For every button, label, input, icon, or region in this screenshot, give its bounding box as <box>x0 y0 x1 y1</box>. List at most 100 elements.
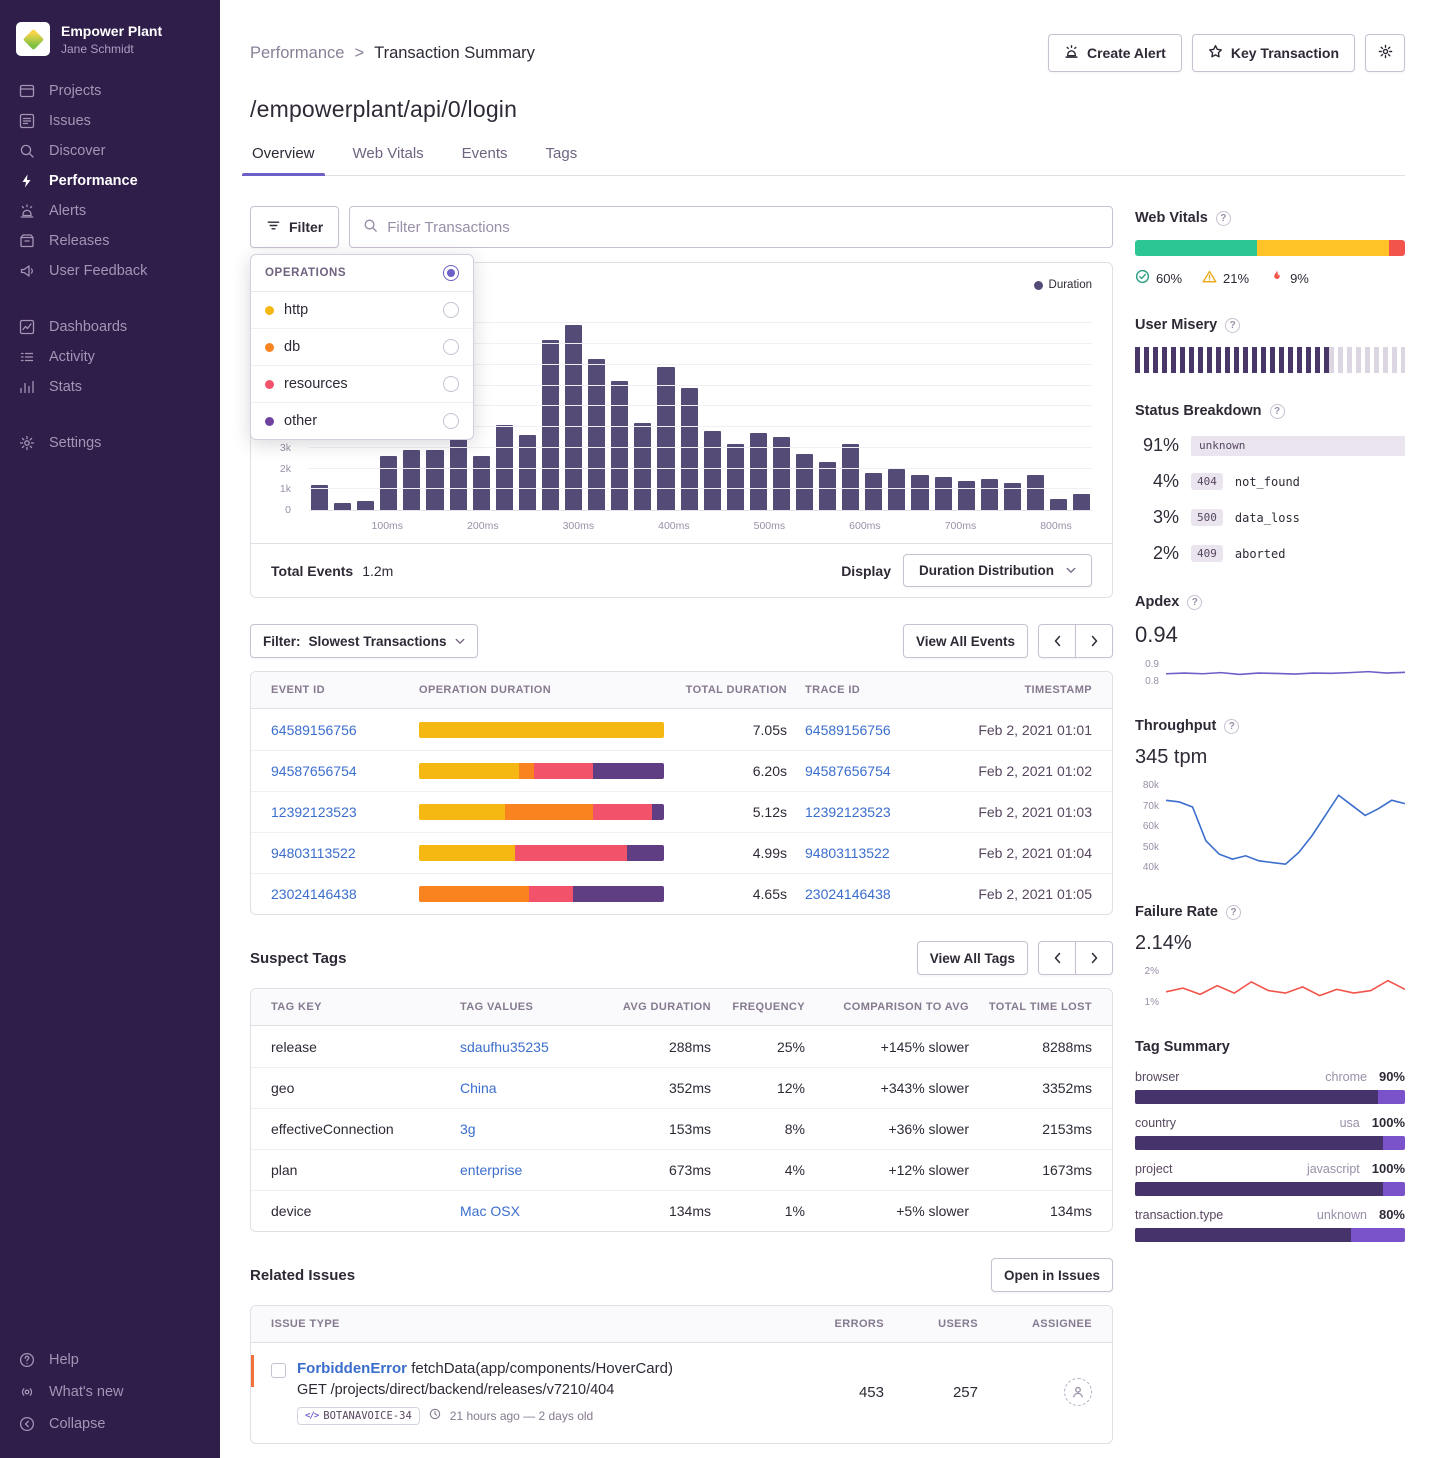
status-breakdown-help-icon[interactable]: ? <box>1270 404 1285 419</box>
chevron-left-icon <box>1053 952 1062 964</box>
total-duration: 5.12s <box>682 804 787 820</box>
issue-error-type-link[interactable]: ForbiddenError <box>297 1360 407 1377</box>
status-breakdown-section: Status Breakdown ? 91% unknown 4% 404 no… <box>1135 403 1405 564</box>
sidebar-item-activity[interactable]: Activity <box>0 342 220 372</box>
event-id-link[interactable]: 94803113522 <box>271 845 401 861</box>
sidebar-item-collapse[interactable]: Collapse <box>0 1408 220 1440</box>
tag-value-link[interactable]: China <box>460 1080 605 1096</box>
org-switcher[interactable]: Empower Plant Jane Schmidt <box>0 14 220 76</box>
collapse-chevron-icon <box>18 1416 36 1432</box>
tag-value-link[interactable]: Mac OSX <box>460 1203 605 1219</box>
failure-rate-help-icon[interactable]: ? <box>1226 905 1241 920</box>
events-filter-select[interactable]: Filter: Slowest Transactions <box>250 624 478 658</box>
operation-duration-bar <box>419 804 664 820</box>
apdex-sparkline <box>1166 658 1405 688</box>
status-unknown-bar: unknown <box>1191 436 1405 456</box>
sidebar-item-issues[interactable]: Issues <box>0 106 220 136</box>
resources-radio[interactable] <box>443 376 459 392</box>
operation-option-other[interactable]: other <box>251 403 473 439</box>
vitals-good-pct: 60% <box>1156 271 1182 286</box>
sidebar-item-alerts[interactable]: Alerts <box>0 196 220 226</box>
main-content: Performance > Transaction Summary Create… <box>220 0 1440 1458</box>
event-id-link[interactable]: 64589156756 <box>271 722 401 738</box>
sidebar-item-releases[interactable]: Releases <box>0 226 220 256</box>
throughput-help-icon[interactable]: ? <box>1224 719 1239 734</box>
sidebar-item-label: Issues <box>49 113 91 129</box>
sidebar-item-user-feedback[interactable]: User Feedback <box>0 256 220 286</box>
tag-value-link[interactable]: 3g <box>460 1121 605 1137</box>
event-id-link[interactable]: 12392123523 <box>271 804 401 820</box>
web-vitals-help-icon[interactable]: ? <box>1216 211 1231 226</box>
event-id-link[interactable]: 94587656754 <box>271 763 401 779</box>
tab-overview[interactable]: Overview <box>250 145 317 175</box>
table-row: 23024146438 4.65s 23024146438 Feb 2, 202… <box>251 873 1112 914</box>
tag-summary-pct: 90% <box>1379 1069 1405 1084</box>
view-all-events-button[interactable]: View All Events <box>903 624 1028 658</box>
next-page-button[interactable] <box>1075 941 1113 975</box>
chevron-down-icon <box>455 638 465 645</box>
prev-page-button[interactable] <box>1038 941 1076 975</box>
search-input[interactable] <box>387 219 1099 236</box>
trace-id-link[interactable]: 12392123523 <box>805 804 945 820</box>
failure-rate-ylabels: 2%1% <box>1135 965 1159 1009</box>
operation-option-http[interactable]: http <box>251 292 473 329</box>
related-issues-table: ISSUE TYPE ERRORS USERS ASSIGNEE Forbidd… <box>250 1305 1113 1444</box>
sidebar-item-settings[interactable]: Settings <box>0 428 220 458</box>
performance-icon <box>18 173 36 189</box>
total-duration: 4.65s <box>682 886 787 902</box>
operations-all-radio[interactable] <box>443 265 459 281</box>
issue-checkbox[interactable] <box>271 1363 286 1378</box>
chart-legend: Duration <box>1034 279 1092 291</box>
view-all-tags-button[interactable]: View All Tags <box>917 941 1028 975</box>
trace-id-link[interactable]: 23024146438 <box>805 886 945 902</box>
other-radio[interactable] <box>443 413 459 429</box>
assignee-button[interactable] <box>1064 1378 1092 1406</box>
apdex-help-icon[interactable]: ? <box>1187 595 1202 610</box>
sidebar-item-projects[interactable]: Projects <box>0 76 220 106</box>
project-badge[interactable]: </> BOTANAVOICE-34 <box>297 1407 420 1425</box>
filter-button[interactable]: Filter <box>250 206 339 248</box>
sidebar-item-label: Performance <box>49 173 138 189</box>
sidebar-item-discover[interactable]: Discover <box>0 136 220 166</box>
operation-duration-bar <box>419 763 664 779</box>
col-event-id: EVENT ID <box>271 684 401 696</box>
tag-value-link[interactable]: enterprise <box>460 1162 605 1178</box>
open-in-issues-button[interactable]: Open in Issues <box>991 1258 1113 1292</box>
breadcrumb-performance-link[interactable]: Performance <box>250 44 344 63</box>
sidebar-item-label: Projects <box>49 83 101 99</box>
status-pct: 91% <box>1135 435 1179 456</box>
operation-option-db[interactable]: db <box>251 329 473 366</box>
help-icon <box>18 1352 36 1368</box>
event-id-link[interactable]: 23024146438 <box>271 886 401 902</box>
tab-web-vitals[interactable]: Web Vitals <box>351 145 426 175</box>
events-filter-label: Filter: <box>263 634 301 649</box>
db-radio[interactable] <box>443 339 459 355</box>
trace-id-link[interactable]: 94587656754 <box>805 763 945 779</box>
create-alert-button[interactable]: Create Alert <box>1048 34 1182 72</box>
trace-id-link[interactable]: 64589156756 <box>805 722 945 738</box>
prev-page-button[interactable] <box>1038 624 1076 658</box>
sidebar-item-stats[interactable]: Stats <box>0 372 220 402</box>
activity-list-icon <box>18 349 36 365</box>
comparison: +145% slower <box>819 1039 969 1055</box>
tab-tags[interactable]: Tags <box>544 145 580 175</box>
next-page-button[interactable] <box>1075 624 1113 658</box>
key-transaction-button[interactable]: Key Transaction <box>1192 34 1355 72</box>
trace-id-link[interactable]: 94803113522 <box>805 845 945 861</box>
display-label: Display <box>841 563 891 579</box>
sidebar-item-whats-new[interactable]: What's new <box>0 1376 220 1408</box>
events-table-header: EVENT ID OPERATION DURATION TOTAL DURATI… <box>251 672 1112 709</box>
throughput-sparkline <box>1166 779 1405 874</box>
legend-dot <box>1034 281 1043 290</box>
tab-events[interactable]: Events <box>460 145 510 175</box>
operation-option-resources[interactable]: resources <box>251 366 473 403</box>
tag-value-link[interactable]: sdaufhu35235 <box>460 1039 605 1055</box>
user-misery-help-icon[interactable]: ? <box>1225 318 1240 333</box>
sidebar-item-performance[interactable]: Performance <box>0 166 220 196</box>
sidebar-item-dashboards[interactable]: Dashboards <box>0 312 220 342</box>
http-radio[interactable] <box>443 302 459 318</box>
display-select[interactable]: Duration Distribution <box>903 554 1092 587</box>
settings-button[interactable] <box>1365 34 1405 72</box>
sidebar-item-help[interactable]: Help <box>0 1344 220 1376</box>
frequency: 4% <box>725 1162 805 1178</box>
